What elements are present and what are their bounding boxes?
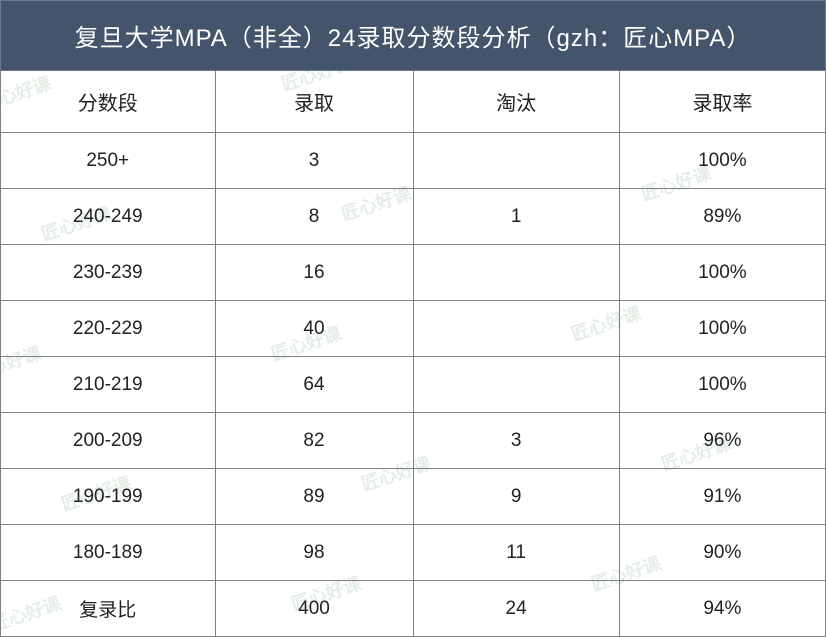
cell-rate: 100% [619, 245, 825, 301]
cell-admitted: 89 [215, 469, 413, 525]
header-row: 分数段 录取 淘汰 录取率 [1, 71, 826, 133]
cell-admitted: 3 [215, 133, 413, 189]
cell-rejected: 3 [413, 413, 619, 469]
cell-rate: 100% [619, 357, 825, 413]
cell-admitted: 98 [215, 525, 413, 581]
cell-rejected: 11 [413, 525, 619, 581]
table-row: 220-229 40 100% [1, 301, 826, 357]
cell-rejected: 1 [413, 189, 619, 245]
table-row: 210-219 64 100% [1, 357, 826, 413]
table-row: 180-189 98 11 90% [1, 525, 826, 581]
cell-admitted: 82 [215, 413, 413, 469]
col-header-rate: 录取率 [619, 71, 825, 133]
cell-admitted: 400 [215, 581, 413, 637]
cell-score-range: 240-249 [1, 189, 216, 245]
table-row: 190-199 89 9 91% [1, 469, 826, 525]
score-analysis-table-container: 复旦大学MPA（非全）24录取分数段分析（gzh：匠心MPA） 分数段 录取 淘… [0, 0, 826, 636]
table-row: 240-249 8 1 89% [1, 189, 826, 245]
col-header-admitted: 录取 [215, 71, 413, 133]
title-row: 复旦大学MPA（非全）24录取分数段分析（gzh：匠心MPA） [1, 1, 826, 71]
table-row-summary: 复录比 400 24 94% [1, 581, 826, 637]
score-analysis-table: 复旦大学MPA（非全）24录取分数段分析（gzh：匠心MPA） 分数段 录取 淘… [0, 0, 826, 637]
cell-admitted: 8 [215, 189, 413, 245]
cell-rate: 89% [619, 189, 825, 245]
cell-rejected: 24 [413, 581, 619, 637]
cell-rejected: 9 [413, 469, 619, 525]
cell-admitted: 40 [215, 301, 413, 357]
cell-rate: 100% [619, 133, 825, 189]
cell-admitted: 64 [215, 357, 413, 413]
cell-score-range: 210-219 [1, 357, 216, 413]
cell-rate: 91% [619, 469, 825, 525]
col-header-rejected: 淘汰 [413, 71, 619, 133]
table-row: 230-239 16 100% [1, 245, 826, 301]
table-row: 250+ 3 100% [1, 133, 826, 189]
cell-rejected [413, 301, 619, 357]
cell-rejected [413, 245, 619, 301]
table-row: 200-209 82 3 96% [1, 413, 826, 469]
cell-score-range: 200-209 [1, 413, 216, 469]
col-header-score-range: 分数段 [1, 71, 216, 133]
cell-score-range: 250+ [1, 133, 216, 189]
cell-rate: 90% [619, 525, 825, 581]
cell-score-range: 180-189 [1, 525, 216, 581]
table-title: 复旦大学MPA（非全）24录取分数段分析（gzh：匠心MPA） [1, 1, 826, 71]
cell-rate: 96% [619, 413, 825, 469]
cell-rejected [413, 133, 619, 189]
cell-rate: 100% [619, 301, 825, 357]
cell-score-range: 190-199 [1, 469, 216, 525]
cell-rejected [413, 357, 619, 413]
cell-score-range: 230-239 [1, 245, 216, 301]
cell-rate: 94% [619, 581, 825, 637]
cell-score-range: 220-229 [1, 301, 216, 357]
cell-admitted: 16 [215, 245, 413, 301]
cell-score-range: 复录比 [1, 581, 216, 637]
